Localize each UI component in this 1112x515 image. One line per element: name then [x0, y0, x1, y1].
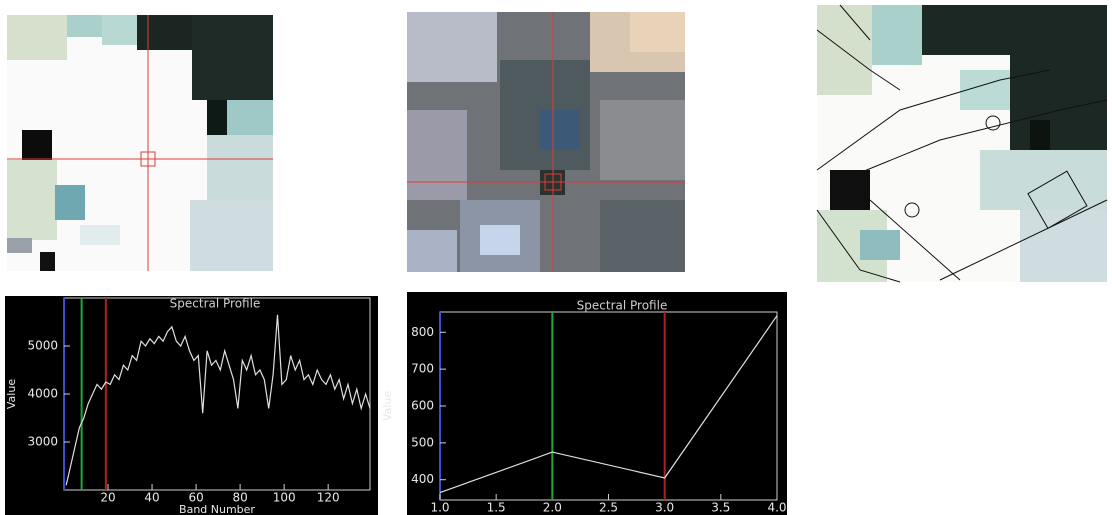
y-tick-label: 600	[411, 399, 434, 413]
x-tick-label: 120	[317, 491, 340, 505]
x-tick-label: 60	[188, 491, 203, 505]
chart-title: Spectral Profile	[170, 297, 261, 311]
pixel-image	[407, 12, 685, 272]
pixel-image	[7, 15, 273, 271]
x-tick-label: 2.0	[543, 501, 562, 515]
x-tick-label: 3.0	[655, 501, 674, 515]
y-tick-label: 4000	[27, 387, 58, 401]
x-tick-label: 80	[232, 491, 247, 505]
y-tick-label: 5000	[27, 339, 58, 353]
pixel-image	[816, 4, 1108, 283]
x-tick-label: 3.5	[711, 501, 730, 515]
chart-panel	[407, 292, 787, 515]
x-tick-label: 40	[144, 491, 159, 505]
x-axis-label: Band Number	[571, 513, 647, 515]
spectral-line	[65, 314, 371, 486]
y-axis-label: Value	[381, 391, 394, 421]
x-tick-label: 20	[100, 491, 115, 505]
x-tick-label: 1.5	[487, 501, 506, 515]
x-tick-label: 100	[273, 491, 296, 505]
y-tick-label: 500	[411, 435, 434, 449]
y-tick-label: 700	[411, 362, 434, 376]
y-axis-label: Value	[5, 379, 18, 409]
y-tick-label: 3000	[27, 435, 58, 449]
chart-title: Spectral Profile	[577, 299, 668, 313]
x-axis-label: Band Number	[179, 503, 255, 515]
x-tick-label: 1.0	[430, 501, 449, 515]
y-tick-label: 400	[411, 472, 434, 486]
spectral-line	[439, 315, 778, 494]
chart-panel	[5, 296, 378, 515]
x-tick-label: 2.5	[599, 501, 618, 515]
x-tick-label: 4.0	[767, 501, 786, 515]
y-tick-label: 800	[411, 325, 434, 339]
